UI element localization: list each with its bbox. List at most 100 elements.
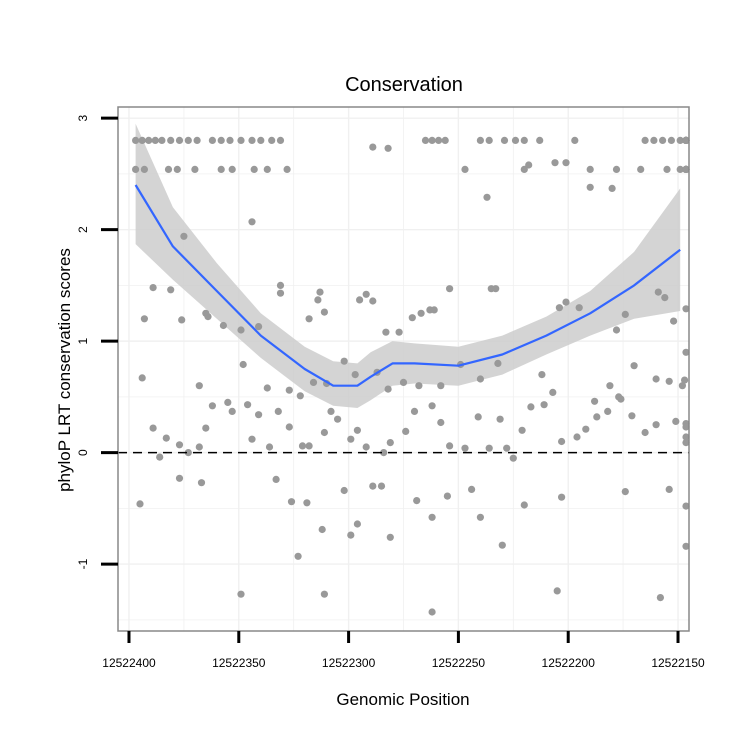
scatter-point [682, 165, 690, 173]
scatter-point [384, 144, 392, 152]
scatter-point [551, 159, 559, 167]
scatter-point [239, 360, 247, 369]
scatter-point [318, 525, 326, 534]
scatter-point [334, 415, 342, 423]
scatter-point [265, 443, 274, 451]
smooth-line [134, 184, 681, 387]
scatter-point [430, 306, 438, 314]
scatter-point [309, 378, 318, 386]
scatter-point [248, 435, 256, 443]
scatter-point [608, 184, 616, 192]
scatter-point [421, 136, 430, 144]
scatter-point [178, 316, 186, 324]
scatter-point [558, 437, 566, 446]
scatter-point [665, 485, 673, 493]
scatter-point [665, 377, 673, 385]
scatter-point [678, 382, 687, 390]
scatter-point [417, 309, 425, 317]
scatter-point [558, 493, 566, 501]
scatter-point [437, 382, 445, 390]
scatter-point [650, 136, 658, 144]
scatter-point [384, 385, 392, 393]
scatter-point [320, 308, 328, 316]
scatter-point [303, 499, 311, 507]
scatter-point [386, 533, 394, 541]
scatter-point [582, 425, 590, 433]
scatter-point [274, 407, 282, 415]
x-tick-label: 12522400 [102, 656, 156, 670]
scatter-point [549, 388, 557, 396]
scatter-point [217, 136, 225, 144]
scatter-point [173, 165, 181, 173]
smooth-line-group [134, 184, 681, 387]
scatter-point [604, 407, 612, 415]
scatter-point [248, 136, 256, 144]
scatter-point [682, 305, 690, 313]
scatter-point [138, 136, 146, 144]
scatter-point [255, 411, 263, 419]
scatter-point [237, 326, 245, 334]
scatter-point [197, 479, 206, 487]
scatter-point [204, 313, 212, 321]
scatter-point [606, 382, 614, 390]
scatter-point [395, 328, 403, 336]
scatter-point [538, 371, 546, 379]
x-tick-label: 12522150 [651, 656, 705, 670]
scatter-point [667, 136, 676, 144]
scatter-point [492, 285, 500, 293]
scatter-point [263, 165, 271, 173]
scatter-point [615, 393, 623, 401]
scatter-point [219, 321, 227, 330]
scatter-point [663, 165, 671, 173]
scatter-point [208, 136, 216, 144]
scatter-point [520, 136, 528, 144]
scatter-point [503, 444, 511, 452]
scatter-point [158, 136, 166, 144]
scatter-point [138, 374, 146, 382]
scatter-point [682, 348, 690, 356]
scatter-point [483, 193, 491, 201]
scatter-point [553, 587, 561, 595]
scatter-point [362, 290, 370, 298]
scatter-point [263, 384, 271, 392]
scatter-point [676, 136, 684, 144]
scatter-point [276, 281, 285, 289]
scatter-point [244, 401, 252, 409]
scatter-point [682, 136, 690, 144]
scatter-point [228, 165, 236, 173]
x-tick-label: 12522200 [542, 656, 596, 670]
scatter-point [428, 402, 436, 410]
scatter-point [380, 449, 388, 457]
scatter-point [520, 165, 528, 173]
scatter-point [164, 165, 173, 173]
scatter-point [167, 136, 175, 144]
scatter-point [320, 428, 328, 437]
scatter-point [571, 136, 579, 144]
scatter-point [276, 289, 285, 297]
scatter-point [446, 285, 454, 293]
scatter-point [298, 442, 307, 450]
scatter-point [340, 486, 348, 495]
scatter-point [441, 136, 449, 144]
scatter-point [527, 403, 535, 411]
scatter-point [682, 433, 690, 441]
scatter-point [435, 136, 443, 144]
scatter-point [180, 232, 188, 240]
scatter-point [476, 136, 484, 144]
scatter-point [175, 474, 184, 482]
scatter-point [382, 328, 390, 336]
x-tick-label: 12522350 [212, 656, 266, 670]
scatter-point [681, 376, 689, 384]
scatter-point [296, 392, 304, 400]
scatter-point [145, 136, 153, 144]
scatter-point [195, 382, 203, 390]
scatter-point [641, 136, 649, 144]
scatter-point [402, 427, 410, 435]
scatter-point [628, 412, 636, 420]
scatter-point [652, 375, 660, 383]
scatter-point [410, 407, 419, 415]
scatter-point [285, 423, 293, 431]
scatter-point [353, 426, 361, 434]
scatter-point [586, 183, 594, 191]
